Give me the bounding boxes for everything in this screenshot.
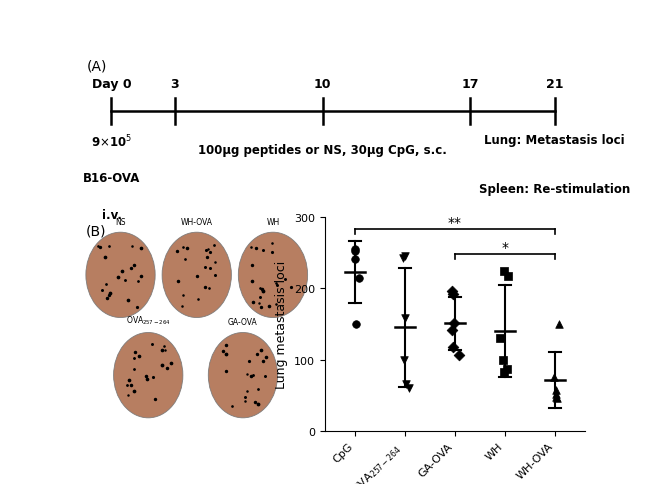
Text: Spleen: Re-stimulation: Spleen: Re-stimulation xyxy=(479,183,630,196)
Point xyxy=(350,320,361,328)
Text: *: * xyxy=(501,240,508,254)
Text: B16-OVA: B16-OVA xyxy=(83,172,140,184)
Point xyxy=(549,374,560,381)
Point xyxy=(400,381,411,389)
Ellipse shape xyxy=(239,233,307,318)
Text: **: ** xyxy=(448,215,462,229)
Point xyxy=(447,287,458,295)
Text: 3: 3 xyxy=(170,78,179,91)
Text: 100μg peptides or NS, 30μg CpG, s.c.: 100μg peptides or NS, 30μg CpG, s.c. xyxy=(198,143,447,156)
Text: Day 0: Day 0 xyxy=(92,78,131,91)
Point xyxy=(447,326,458,334)
Point xyxy=(551,390,561,398)
Point xyxy=(551,394,562,402)
Point xyxy=(354,274,365,282)
Point xyxy=(551,386,562,394)
Text: 21: 21 xyxy=(546,78,564,91)
Text: 10: 10 xyxy=(314,78,332,91)
Ellipse shape xyxy=(86,233,155,318)
Point xyxy=(400,253,411,261)
Y-axis label: Lung metastasis loci: Lung metastasis loci xyxy=(275,260,288,388)
Text: (B): (B) xyxy=(86,224,107,238)
Point xyxy=(495,334,506,342)
Point xyxy=(397,255,408,262)
Text: (A): (A) xyxy=(86,60,107,74)
Text: 9$\times$10$^5$: 9$\times$10$^5$ xyxy=(91,133,132,150)
Text: GA-OVA: GA-OVA xyxy=(228,318,258,326)
Text: WH: WH xyxy=(266,217,280,227)
Point xyxy=(350,246,360,254)
Point xyxy=(350,248,361,256)
Text: OVA$_{257-264}$: OVA$_{257-264}$ xyxy=(126,314,170,326)
Point xyxy=(400,315,410,322)
Point xyxy=(448,344,458,351)
Point xyxy=(350,255,360,263)
Ellipse shape xyxy=(162,233,231,318)
Point xyxy=(448,319,459,327)
Point xyxy=(454,352,464,360)
Point xyxy=(551,393,561,401)
Point xyxy=(554,320,564,328)
Point xyxy=(502,365,512,373)
Point xyxy=(498,356,508,363)
Point xyxy=(404,384,414,392)
Text: WH-OVA: WH-OVA xyxy=(181,217,213,227)
Point xyxy=(499,369,510,377)
Point xyxy=(499,267,509,275)
Text: NS: NS xyxy=(115,217,125,227)
Point xyxy=(448,290,458,298)
Text: i.v.: i.v. xyxy=(101,209,122,222)
Point xyxy=(502,273,513,281)
Point xyxy=(399,356,410,363)
Ellipse shape xyxy=(114,333,183,418)
Text: 17: 17 xyxy=(462,78,479,91)
Text: Lung: Metastasis loci: Lung: Metastasis loci xyxy=(484,133,625,146)
Ellipse shape xyxy=(208,333,278,418)
